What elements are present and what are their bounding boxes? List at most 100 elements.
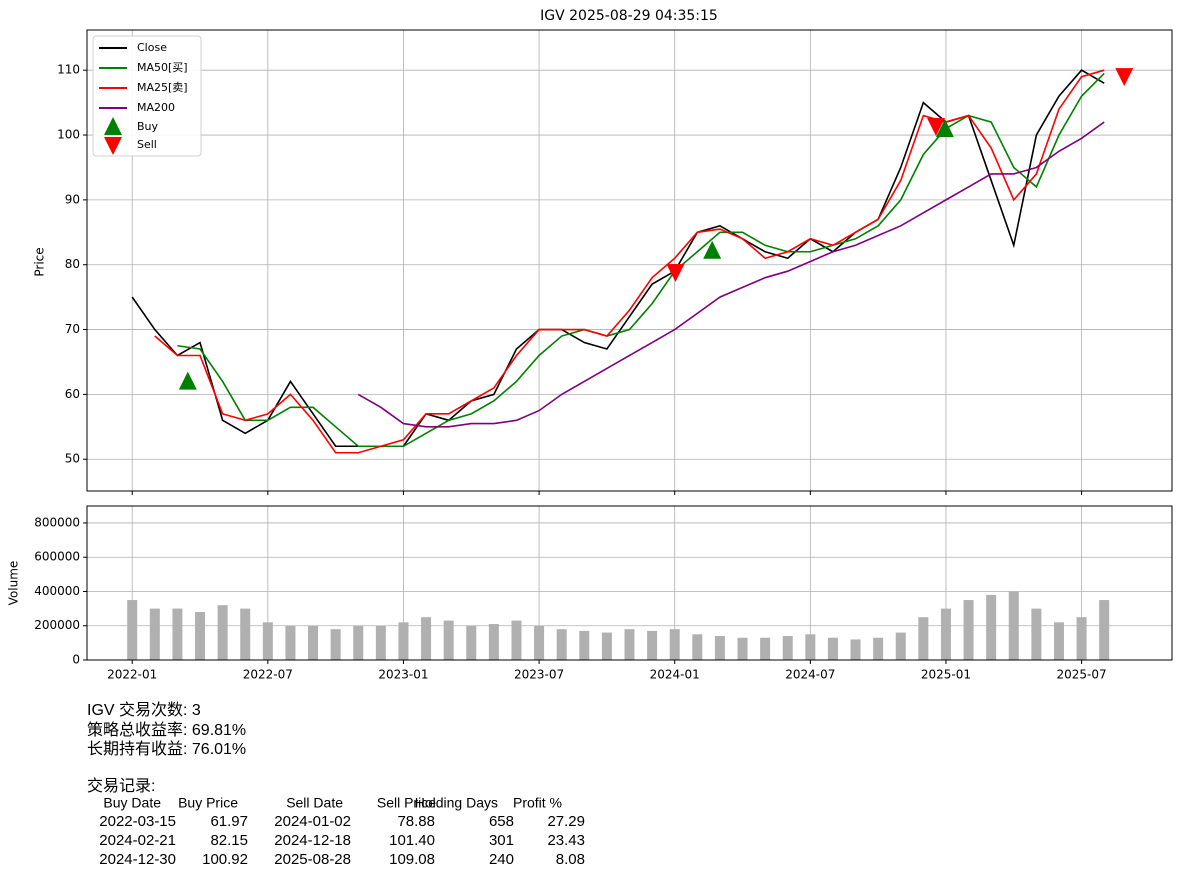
volume-bar [556, 629, 567, 660]
table-header: Profit % [513, 795, 562, 811]
volume-bar [1053, 622, 1064, 660]
volume-bar [375, 625, 386, 660]
legend-swatch [104, 137, 122, 155]
volume-bar [624, 629, 635, 660]
volume-bar [195, 612, 206, 660]
volume-bar [398, 622, 409, 660]
volume-bar [240, 608, 251, 660]
volume-bar [737, 637, 748, 660]
volume-bar [579, 630, 590, 660]
series-line [357, 121, 1105, 428]
table-header: Buy Date [103, 795, 161, 811]
table-header: Sell Date [286, 795, 343, 811]
table-cell: 82.15 [210, 832, 248, 849]
legend-label: Buy [137, 120, 159, 133]
table-cell: 658 [489, 813, 514, 830]
y-tick-label: 100 [57, 128, 80, 142]
volume-bar [1008, 591, 1019, 660]
volume-bar [986, 594, 997, 660]
table-cell: 2024-12-18 [274, 832, 351, 849]
volume-bar [217, 605, 228, 660]
legend-label: Close [137, 41, 167, 54]
legend-label: Sell [137, 138, 157, 151]
table-cell: 109.08 [389, 851, 435, 868]
table-cell: 2024-02-21 [99, 832, 176, 849]
table-header: Holding Days [415, 795, 498, 811]
x-tick-label: 2022-01 [107, 668, 157, 682]
legend-box [92, 35, 202, 157]
table-cell: 240 [489, 851, 514, 868]
x-tick-label: 2024-07 [785, 668, 835, 682]
y-tick-label: 110 [57, 63, 80, 77]
y-tick-label: 60 [65, 387, 80, 401]
volume-bar [149, 608, 160, 660]
series-line [177, 72, 1105, 448]
legend-swatch [104, 117, 122, 135]
series-line [154, 69, 1105, 454]
volume-bar [850, 639, 861, 660]
table-cell: 301 [489, 832, 514, 849]
volume-bar [760, 637, 771, 660]
volume-bar [172, 608, 183, 660]
summary-line: IGV 交易次数: 3 [87, 701, 201, 719]
axes-frame [86, 505, 1173, 661]
table-cell: 23.43 [547, 832, 585, 849]
volume-bar [127, 600, 138, 660]
volume-bar [443, 620, 454, 660]
x-tick-label: 2023-07 [514, 668, 564, 682]
y-tick-label: 80 [65, 257, 80, 271]
chart-title: IGV 2025-08-29 04:35:15 [540, 8, 718, 24]
table-cell: 61.97 [210, 813, 248, 830]
volume-bar [827, 637, 838, 660]
y-tick-label: 400000 [34, 584, 80, 598]
y-tick-label: 600000 [34, 550, 80, 564]
volume-bar [308, 625, 319, 660]
volume-bar [940, 608, 951, 660]
table-header: Buy Price [178, 795, 238, 811]
y-tick-label: 800000 [34, 515, 80, 529]
y-tick-label: 200000 [34, 618, 80, 632]
volume-bar [488, 624, 499, 660]
volume-bar [353, 625, 364, 660]
y-tick-label: 70 [65, 322, 80, 336]
legend-label: MA25[卖] [137, 81, 188, 94]
volume-bar [873, 637, 884, 660]
table-cell: 27.29 [547, 813, 585, 830]
volume-bar [918, 617, 929, 660]
volume-bar [330, 629, 341, 660]
y-axis-label: Price [33, 247, 47, 276]
legend-label: MA50[买] [137, 61, 188, 74]
volume-bar [714, 636, 725, 660]
summary-line: 长期持有收益: 76.01% [87, 740, 246, 758]
volume-bar [1099, 600, 1110, 660]
table-cell: 78.88 [397, 813, 435, 830]
volume-bar [963, 600, 974, 660]
volume-axis-label: Volume [7, 561, 21, 606]
x-tick-label: 2024-01 [650, 668, 700, 682]
volume-bar [511, 620, 522, 660]
volume-bar [262, 622, 273, 660]
volume-bar [692, 634, 703, 660]
x-tick-label: 2025-07 [1057, 668, 1107, 682]
buy-marker [935, 119, 954, 138]
x-tick-label: 2023-01 [378, 668, 428, 682]
buy-marker [178, 371, 197, 390]
table-cell: 2024-12-30 [99, 851, 176, 868]
y-tick-label: 50 [65, 452, 80, 466]
y-tick-label: 90 [65, 192, 80, 206]
table-header: Sell Price [377, 795, 436, 811]
volume-bar [466, 625, 477, 660]
summary-line: 策略总收益率: 69.81% [87, 721, 246, 739]
table-cell: 2025-08-28 [274, 851, 351, 868]
sell-marker [1115, 68, 1134, 87]
volume-bar [534, 625, 545, 660]
volume-bar [782, 636, 793, 660]
volume-bar [285, 625, 296, 660]
legend-label: MA200 [137, 101, 175, 114]
table-cell: 2022-03-15 [99, 813, 176, 830]
axes-frame [86, 29, 1173, 492]
x-tick-label: 2022-07 [243, 668, 293, 682]
volume-bar [421, 617, 432, 660]
volume-bar [669, 629, 680, 660]
